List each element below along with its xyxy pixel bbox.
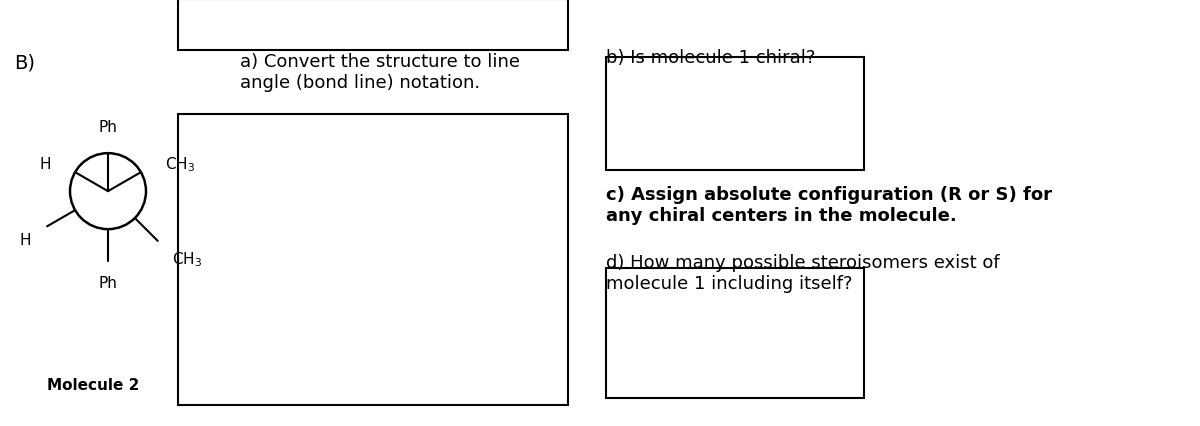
Bar — [606, 268, 864, 398]
Ellipse shape — [70, 154, 146, 230]
Text: Ph: Ph — [98, 275, 118, 290]
Text: H: H — [19, 233, 31, 248]
Text: B): B) — [14, 53, 36, 72]
Bar — [178, 0, 568, 51]
Text: H: H — [40, 157, 50, 172]
Text: b) Is molecule 1 chiral?: b) Is molecule 1 chiral? — [606, 49, 815, 67]
Text: a) Convert the structure to line
angle (bond line) notation.: a) Convert the structure to line angle (… — [240, 53, 520, 92]
Bar — [178, 115, 568, 405]
Text: Ph: Ph — [98, 120, 118, 135]
Text: c) Assign absolute configuration (R or S) for
any chiral centers in the molecule: c) Assign absolute configuration (R or S… — [606, 185, 1052, 224]
Bar — [606, 58, 864, 170]
Text: CH$_3$: CH$_3$ — [172, 249, 202, 268]
Text: d) How many possible steroisomers exist of
molecule 1 including itself?: d) How many possible steroisomers exist … — [606, 253, 1000, 292]
Text: CH$_3$: CH$_3$ — [166, 155, 196, 173]
Text: Molecule 2: Molecule 2 — [48, 377, 139, 392]
